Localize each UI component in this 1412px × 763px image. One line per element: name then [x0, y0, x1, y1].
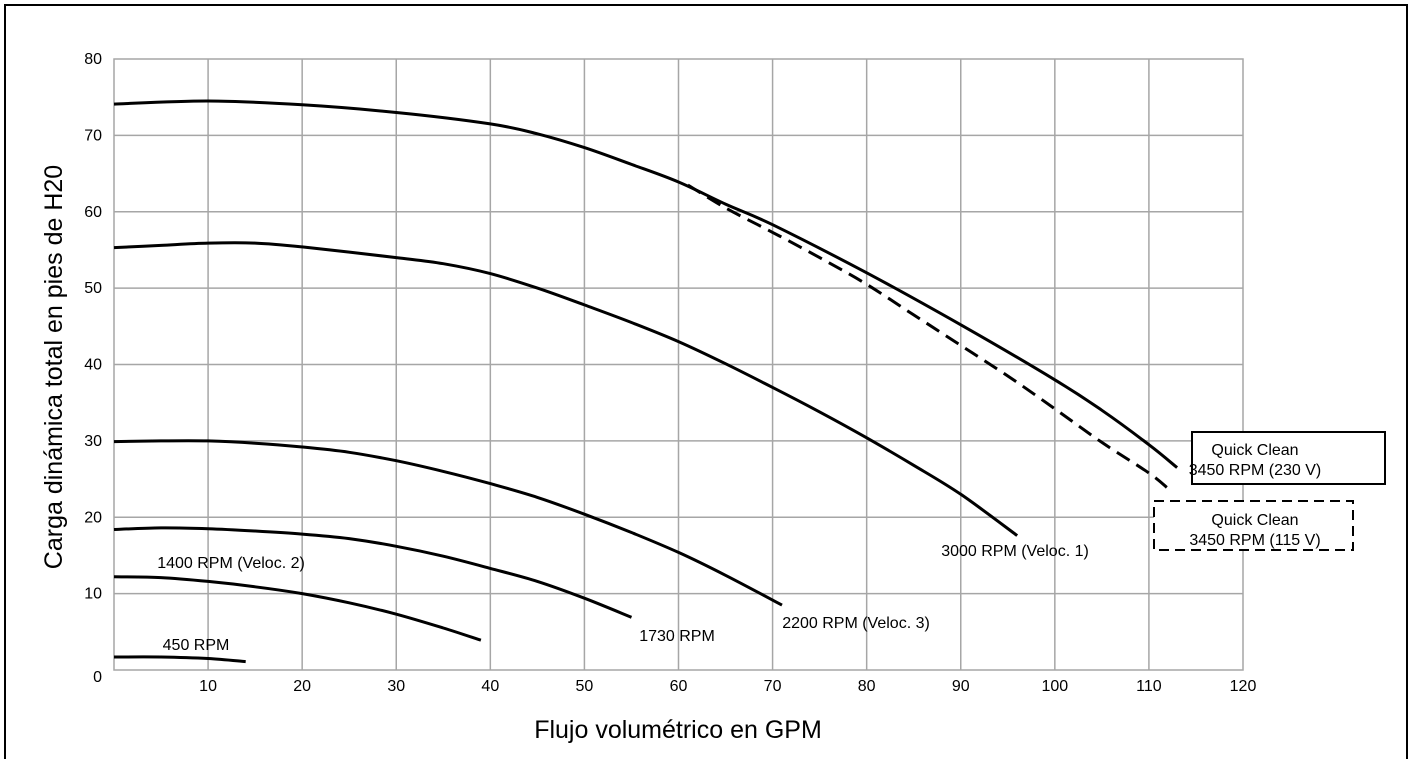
y-tick-label: 60 — [84, 204, 102, 221]
x-tick-label: 70 — [764, 678, 782, 695]
y-tick-label: 0 — [93, 669, 102, 686]
series-label: 2200 RPM (Veloc. 3) — [782, 615, 930, 632]
series-line — [113, 241, 1019, 537]
series-label: 3450 RPM (230 V) — [1189, 462, 1322, 479]
x-tick-label: 20 — [293, 678, 311, 695]
series-label-box — [1191, 431, 1386, 485]
series-label: 3000 RPM (Veloc. 1) — [941, 543, 1089, 560]
y-tick-label: 80 — [84, 51, 102, 68]
y-axis-title: Carga dinámica total en pies de H20 — [40, 165, 68, 569]
series-label-box — [1153, 500, 1354, 551]
y-tick-label: 50 — [84, 280, 102, 297]
x-tick-label: 110 — [1136, 678, 1162, 695]
series-line — [113, 99, 1179, 469]
series-label: 3450 RPM (115 V) — [1189, 532, 1320, 549]
series-line — [113, 575, 482, 642]
x-tick-label: 40 — [481, 678, 499, 695]
x-tick-label: 30 — [387, 678, 405, 695]
y-tick-label: 40 — [84, 357, 102, 374]
chart-frame — [4, 4, 1408, 759]
series-label: Quick Clean — [1211, 442, 1298, 459]
x-tick-label: 60 — [670, 678, 688, 695]
y-tick-label: 70 — [84, 127, 102, 144]
x-tick-label: 90 — [952, 678, 970, 695]
series-line — [113, 655, 246, 664]
y-tick-label: 30 — [84, 433, 102, 450]
x-tick-label: 100 — [1041, 678, 1068, 695]
series-line — [687, 183, 1169, 490]
y-tick-label: 20 — [84, 509, 102, 526]
series-line — [113, 526, 633, 619]
x-tick-label: 120 — [1230, 678, 1257, 695]
series-label: 450 RPM — [163, 637, 230, 654]
series-label: 1400 RPM (Veloc. 2) — [157, 555, 305, 572]
x-tick-label: 80 — [858, 678, 876, 695]
series-label: 1730 RPM — [639, 628, 715, 645]
x-tick-label: 10 — [199, 678, 217, 695]
series-line — [113, 439, 783, 607]
x-axis-title: Flujo volumétrico en GPM — [534, 716, 822, 744]
series-label: Quick Clean — [1211, 512, 1298, 529]
y-tick-label: 10 — [84, 586, 102, 603]
x-tick-label: 50 — [576, 678, 594, 695]
